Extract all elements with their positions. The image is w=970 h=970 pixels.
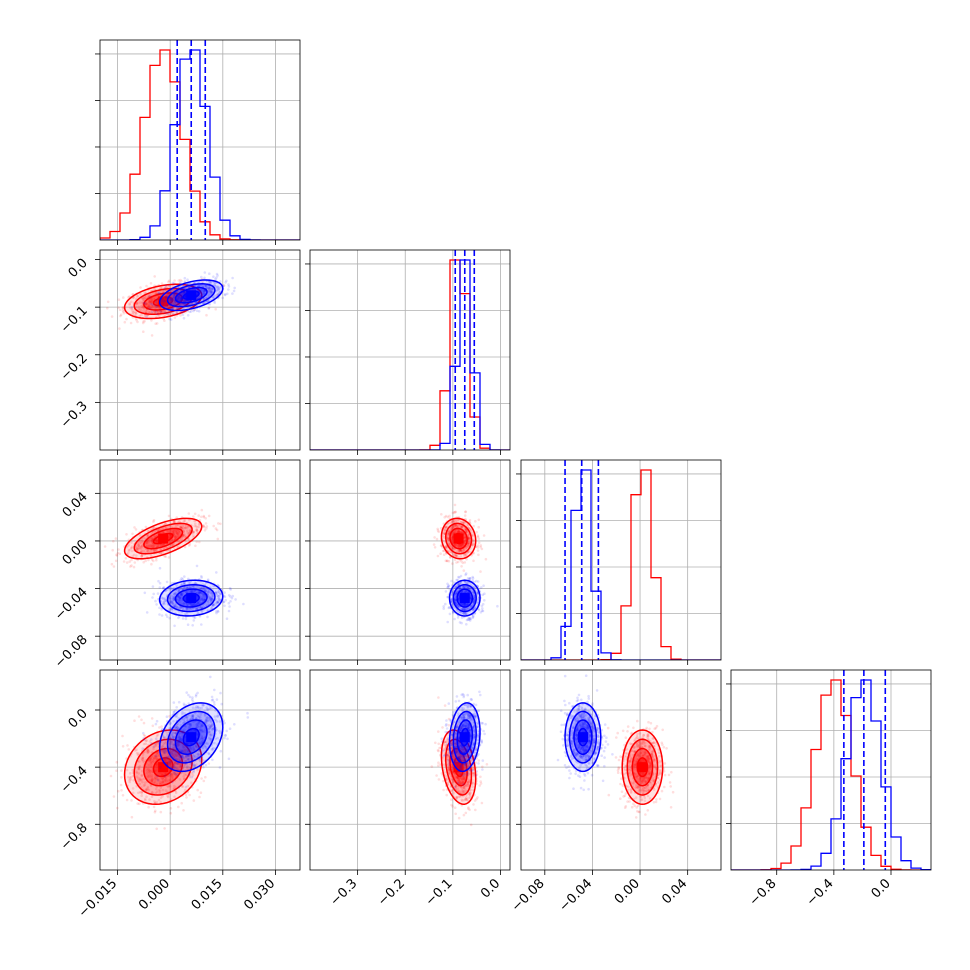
y-tick-label: 0.04 (60, 490, 91, 521)
panel-0-0 (95, 39, 301, 245)
y-tick: 0.04 (60, 490, 100, 521)
grid (310, 460, 510, 660)
axes-frame (309, 669, 511, 871)
x-tick-label: −0.04 (556, 876, 595, 915)
peak-marker-0 (453, 533, 464, 544)
y-tick: −0.1 (58, 303, 100, 336)
axes-frame (99, 669, 301, 871)
histogram-1 (310, 259, 510, 450)
x-tick: 0.000 (136, 870, 173, 913)
histogram-1 (521, 469, 721, 660)
panel-3-1: −0.3 −0.2 −0.1 0.0 (305, 669, 511, 909)
x-tick-label: 0.000 (136, 876, 173, 913)
grid (310, 670, 510, 870)
x-tick-label: 0.015 (189, 876, 226, 913)
peak-marker-1 (459, 593, 470, 604)
x-tick: 0.0 (869, 870, 894, 901)
grid (100, 670, 300, 870)
x-tick: −0.015 (76, 870, 121, 921)
y-tick-label: −0.2 (58, 351, 91, 384)
peak-marker-1 (186, 732, 197, 743)
x-tick-label: −0.4 (804, 876, 837, 909)
y-tick: −0.4 (58, 763, 100, 796)
x-tick: 0.0 (478, 870, 503, 901)
x-tick-label: 0.0 (478, 876, 503, 901)
grid (310, 250, 510, 450)
peak-marker-1 (459, 732, 470, 743)
x-tick-label: 0.00 (612, 876, 643, 907)
grid (521, 460, 721, 660)
x-tick: 0.030 (241, 870, 278, 913)
y-tick: −0.3 (58, 399, 100, 432)
peak-marker-1 (577, 732, 588, 743)
panel-1-1 (305, 249, 511, 455)
axes-frame (99, 39, 301, 241)
panel-1-0: 0.0 −0.1 −0.2 −0.3 (58, 249, 301, 455)
panel-2-2 (516, 459, 722, 665)
y-tick: −0.08 (52, 632, 100, 671)
x-tick-label: 0.04 (659, 876, 690, 907)
y-tick-label: −0.04 (52, 585, 91, 624)
y-tick-label: −0.08 (52, 632, 91, 671)
x-tick-label: −0.8 (747, 876, 780, 909)
peak-marker-1 (186, 290, 197, 301)
x-tick-label: −0.3 (328, 876, 361, 909)
x-tick: −0.2 (375, 870, 408, 909)
y-tick-label: 0.0 (66, 256, 91, 281)
y-tick: 0.0 (66, 256, 100, 281)
histogram-0 (731, 679, 931, 870)
panel-3-3: −0.8 −0.4 0.0 (726, 669, 932, 909)
x-tick-label: −0.2 (375, 876, 408, 909)
x-tick: −0.1 (423, 870, 456, 909)
x-tick: −0.04 (556, 870, 595, 915)
histogram-0 (521, 469, 721, 660)
x-tick: −0.3 (328, 870, 361, 909)
y-tick-label: −0.8 (58, 821, 91, 854)
histogram-0 (100, 49, 300, 240)
x-tick-label: −0.1 (423, 876, 456, 909)
x-tick: 0.015 (189, 870, 226, 913)
y-tick: −0.04 (52, 585, 100, 624)
y-tick-label: 0.0 (66, 706, 91, 731)
y-tick-label: −0.3 (58, 399, 91, 432)
x-tick: 0.04 (659, 870, 690, 907)
y-tick-label: −0.4 (58, 763, 91, 796)
peak-marker-1 (186, 593, 197, 604)
axes-frame (309, 459, 511, 661)
grid (100, 460, 300, 660)
x-tick-label: 0.0 (869, 876, 894, 901)
grid (521, 670, 721, 870)
axes-frame (520, 669, 722, 871)
x-tick: 0.00 (612, 870, 643, 907)
axes-frame (99, 249, 301, 451)
panel-3-2: −0.08 −0.04 0.00 0.04 (509, 669, 722, 915)
panel-2-0: 0.04 0.00 −0.04 −0.08 (52, 459, 301, 671)
x-tick-label: −0.08 (509, 876, 548, 915)
x-tick: −0.08 (509, 870, 548, 915)
y-tick: −0.2 (58, 351, 100, 384)
x-tick-label: −0.015 (76, 876, 121, 921)
y-tick: 0.00 (60, 537, 100, 568)
peak-marker-0 (158, 296, 169, 307)
peak-marker-0 (158, 762, 169, 773)
axes-frame (99, 459, 301, 661)
axes-frame (520, 459, 722, 661)
x-tick: −0.8 (747, 870, 780, 909)
y-tick-label: 0.00 (60, 537, 91, 568)
x-tick: −0.4 (804, 870, 837, 909)
panel-3-0: −0.015 0.000 0.015 0.030 0.0 −0.4 −0.8 (58, 669, 301, 921)
axes-frame (730, 669, 932, 871)
panel-2-1 (305, 459, 511, 665)
peak-marker-0 (158, 533, 169, 544)
x-tick-label: 0.030 (241, 876, 278, 913)
histogram-1 (731, 679, 931, 870)
axes-frame (309, 249, 511, 451)
y-tick: 0.0 (66, 706, 100, 731)
peak-marker-0 (453, 762, 464, 773)
y-tick: −0.8 (58, 821, 100, 854)
peak-marker-0 (637, 762, 648, 773)
y-tick-label: −0.1 (58, 303, 91, 336)
grid (100, 250, 300, 450)
